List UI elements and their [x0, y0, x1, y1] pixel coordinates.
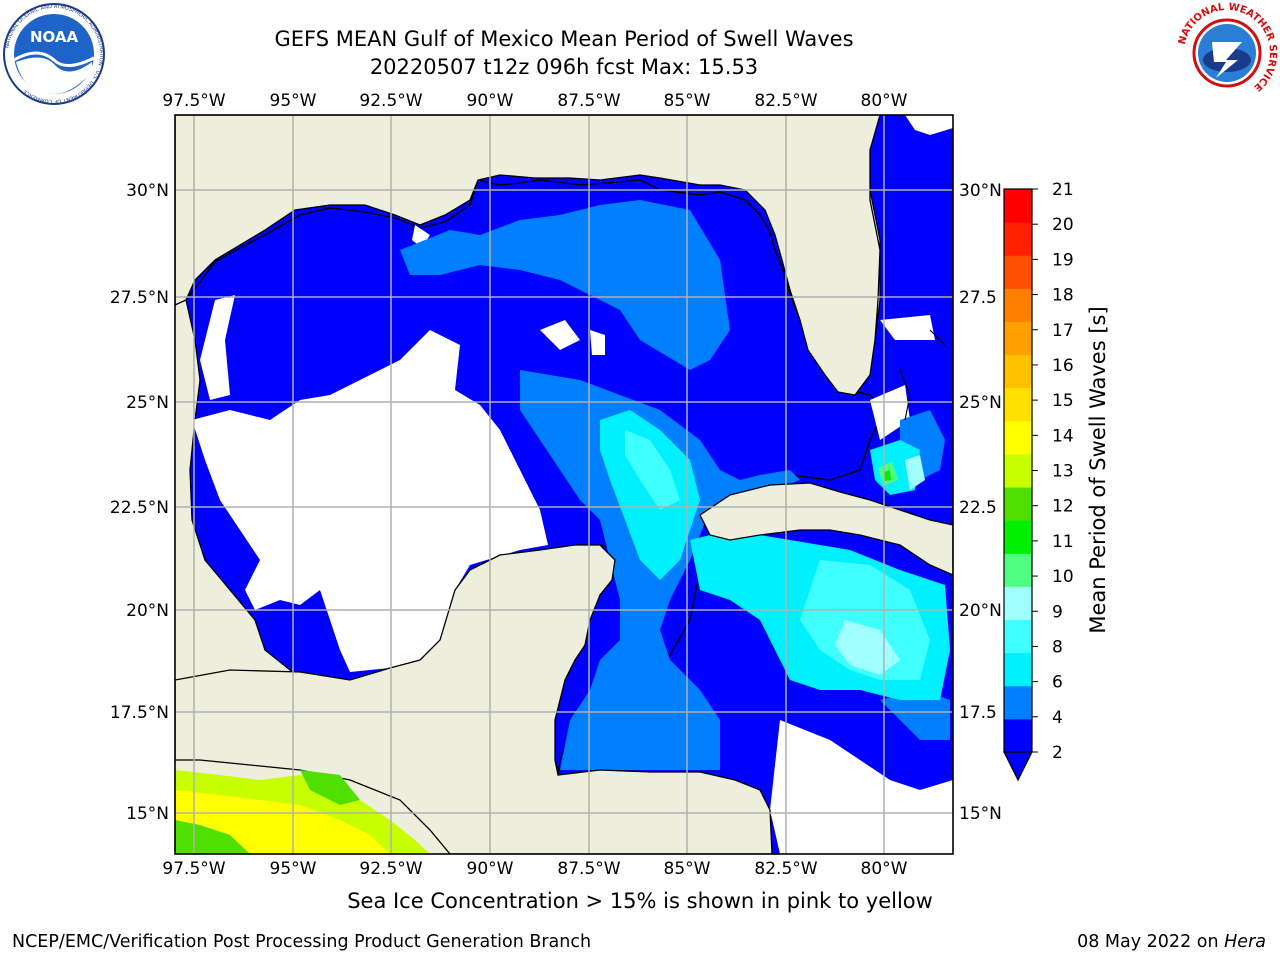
lon-tick-label: 85°W: [664, 91, 711, 111]
map-plot-area: [175, 115, 953, 854]
colorbar-tick-label: 21: [1052, 180, 1074, 200]
colorbar-segment: [1004, 321, 1032, 356]
colorbar-segment: [1004, 685, 1032, 720]
lat-tick-label: 25°N: [126, 393, 169, 413]
lat-tick-label: 22.5°N: [110, 498, 169, 518]
colorbar-segment: [1004, 453, 1032, 488]
lat-tick-label: 27.5°N: [110, 288, 169, 308]
period-band-10-11: [884, 470, 891, 481]
colorbar-segment: [1004, 354, 1032, 389]
lat-ticks-left: 30°N 27.5°N 25°N 22.5°N 20°N 17.5°N 15°N: [110, 181, 169, 824]
lat-tick-label: 27.5: [959, 288, 997, 308]
lon-tick-label: 90°W: [467, 859, 514, 879]
footer-host: Hera: [1224, 932, 1266, 952]
colorbar-segment: [1004, 586, 1032, 621]
florida-peninsula: [175, 115, 881, 396]
lon-tick-label: 87.5°W: [557, 859, 620, 879]
map-subtitle: 20220507 t12z 096h fcst Max: 15.53: [369, 55, 759, 79]
lon-tick-label: 82.5°W: [754, 91, 817, 111]
colorbar-tick-label: 9: [1052, 602, 1063, 622]
colorbar-segment: [1004, 487, 1032, 521]
colorbar: 21 20 19 18 17 16 15 14 13 12 11 10 9 8 6 4 2: [1003, 180, 1074, 782]
plot-frame: [174, 114, 954, 855]
colorbar-extend-arrow: [1003, 751, 1033, 782]
bahamas-islands: [899, 329, 946, 421]
lat-tick-label: 15°N: [959, 804, 1002, 824]
lon-tick-label: 95°W: [270, 859, 317, 879]
colorbar-segment: [1004, 288, 1032, 322]
lon-tick-label: 82.5°W: [754, 859, 817, 879]
footer-date-text: 08 May 2022 on: [1077, 932, 1225, 952]
nws-logo-icon: NATIONAL WEATHER SERVICE: [1177, 2, 1278, 102]
footer-date: 08 May 2022 on Hera: [1077, 932, 1266, 952]
lon-ticks-bottom: 97.5°W 95°W 92.5°W 90°W 87.5°W 85°W 82.5…: [162, 859, 907, 879]
lon-tick-label: 92.5°W: [359, 91, 422, 111]
lon-tick-label: 90°W: [467, 91, 514, 111]
lat-tick-label: 17.5: [959, 703, 997, 723]
colorbar-tick-label: 12: [1052, 497, 1074, 517]
colorbar-tick-label: 14: [1052, 426, 1074, 446]
colorbar-segment: [1004, 520, 1032, 554]
colorbar-segment: [1004, 652, 1032, 687]
colorbar-segment: [1004, 387, 1032, 422]
colorbar-tick-label: 17: [1052, 321, 1074, 341]
colorbar-segment: [1004, 255, 1032, 289]
lon-tick-label: 97.5°W: [162, 91, 225, 111]
colorbar-tick-label: 2: [1052, 743, 1063, 763]
colorbar-tick-label: 13: [1052, 462, 1074, 482]
noaa-wordmark: NOAA: [30, 28, 79, 46]
colorbar-tick-label: 19: [1052, 250, 1074, 270]
lon-tick-label: 80°W: [861, 859, 908, 879]
cuba-island: [699, 482, 953, 576]
colorbar-tick-label: 18: [1052, 286, 1074, 306]
lon-tick-label: 85°W: [664, 859, 711, 879]
lat-ticks-right: 30°N 27.5 25°N 22.5 20°N 17.5 15°N: [959, 181, 1002, 824]
lat-tick-label: 20°N: [959, 601, 1002, 621]
colorbar-tick-label: 10: [1052, 567, 1074, 587]
map-title: GEFS MEAN Gulf of Mexico Mean Period of …: [274, 27, 854, 51]
colorbar-tick-label: 4: [1052, 708, 1063, 728]
colorbar-tick-label: 20: [1052, 215, 1074, 235]
colorbar-tick-label: 6: [1052, 673, 1063, 693]
colorbar-tick-label: 11: [1052, 532, 1074, 552]
lat-tick-label: 17.5°N: [110, 703, 169, 723]
lon-tick-label: 80°W: [861, 91, 908, 111]
colorbar-segment: [1004, 718, 1032, 753]
lat-tick-label: 25°N: [959, 393, 1002, 413]
colorbar-segment: [1004, 189, 1032, 223]
lat-tick-label: 20°N: [126, 601, 169, 621]
pacific-high-period-area: [175, 770, 430, 854]
lon-tick-label: 92.5°W: [359, 859, 422, 879]
yucatan-peninsula: [175, 544, 773, 854]
lon-tick-label: 95°W: [270, 91, 317, 111]
noaa-logo-icon: NOAA NATIONAL OCEANIC AND ATMOSPHERIC AD…: [3, 3, 105, 105]
period-band-6-8: [625, 430, 930, 680]
colorbar-segment: [1004, 420, 1032, 455]
lon-tick-label: 97.5°W: [162, 859, 225, 879]
footer-credit: NCEP/EMC/Verification Post Processing Pr…: [12, 932, 592, 952]
lat-tick-label: 30°N: [126, 181, 169, 201]
colorbar-tick-label: 15: [1052, 391, 1074, 411]
colorbar-label: Mean Period of Swell Waves [s]: [1086, 306, 1110, 633]
graticule: [175, 115, 953, 854]
lat-tick-label: 22.5: [959, 498, 997, 518]
lat-tick-label: 30°N: [959, 181, 1002, 201]
sea-ice-note: Sea Ice Concentration > 15% is shown in …: [347, 889, 933, 913]
lon-ticks-top: 97.5°W 95°W 92.5°W 90°W 87.5°W 85°W 82.5…: [162, 91, 907, 111]
lon-tick-label: 87.5°W: [557, 91, 620, 111]
colorbar-segment: [1004, 222, 1032, 256]
colorbar-tick-label: 16: [1052, 356, 1074, 376]
lat-tick-label: 15°N: [126, 804, 169, 824]
colorbar-segment: [1004, 619, 1032, 654]
colorbar-segment: [1004, 553, 1032, 587]
colorbar-tick-label: 8: [1052, 637, 1063, 657]
